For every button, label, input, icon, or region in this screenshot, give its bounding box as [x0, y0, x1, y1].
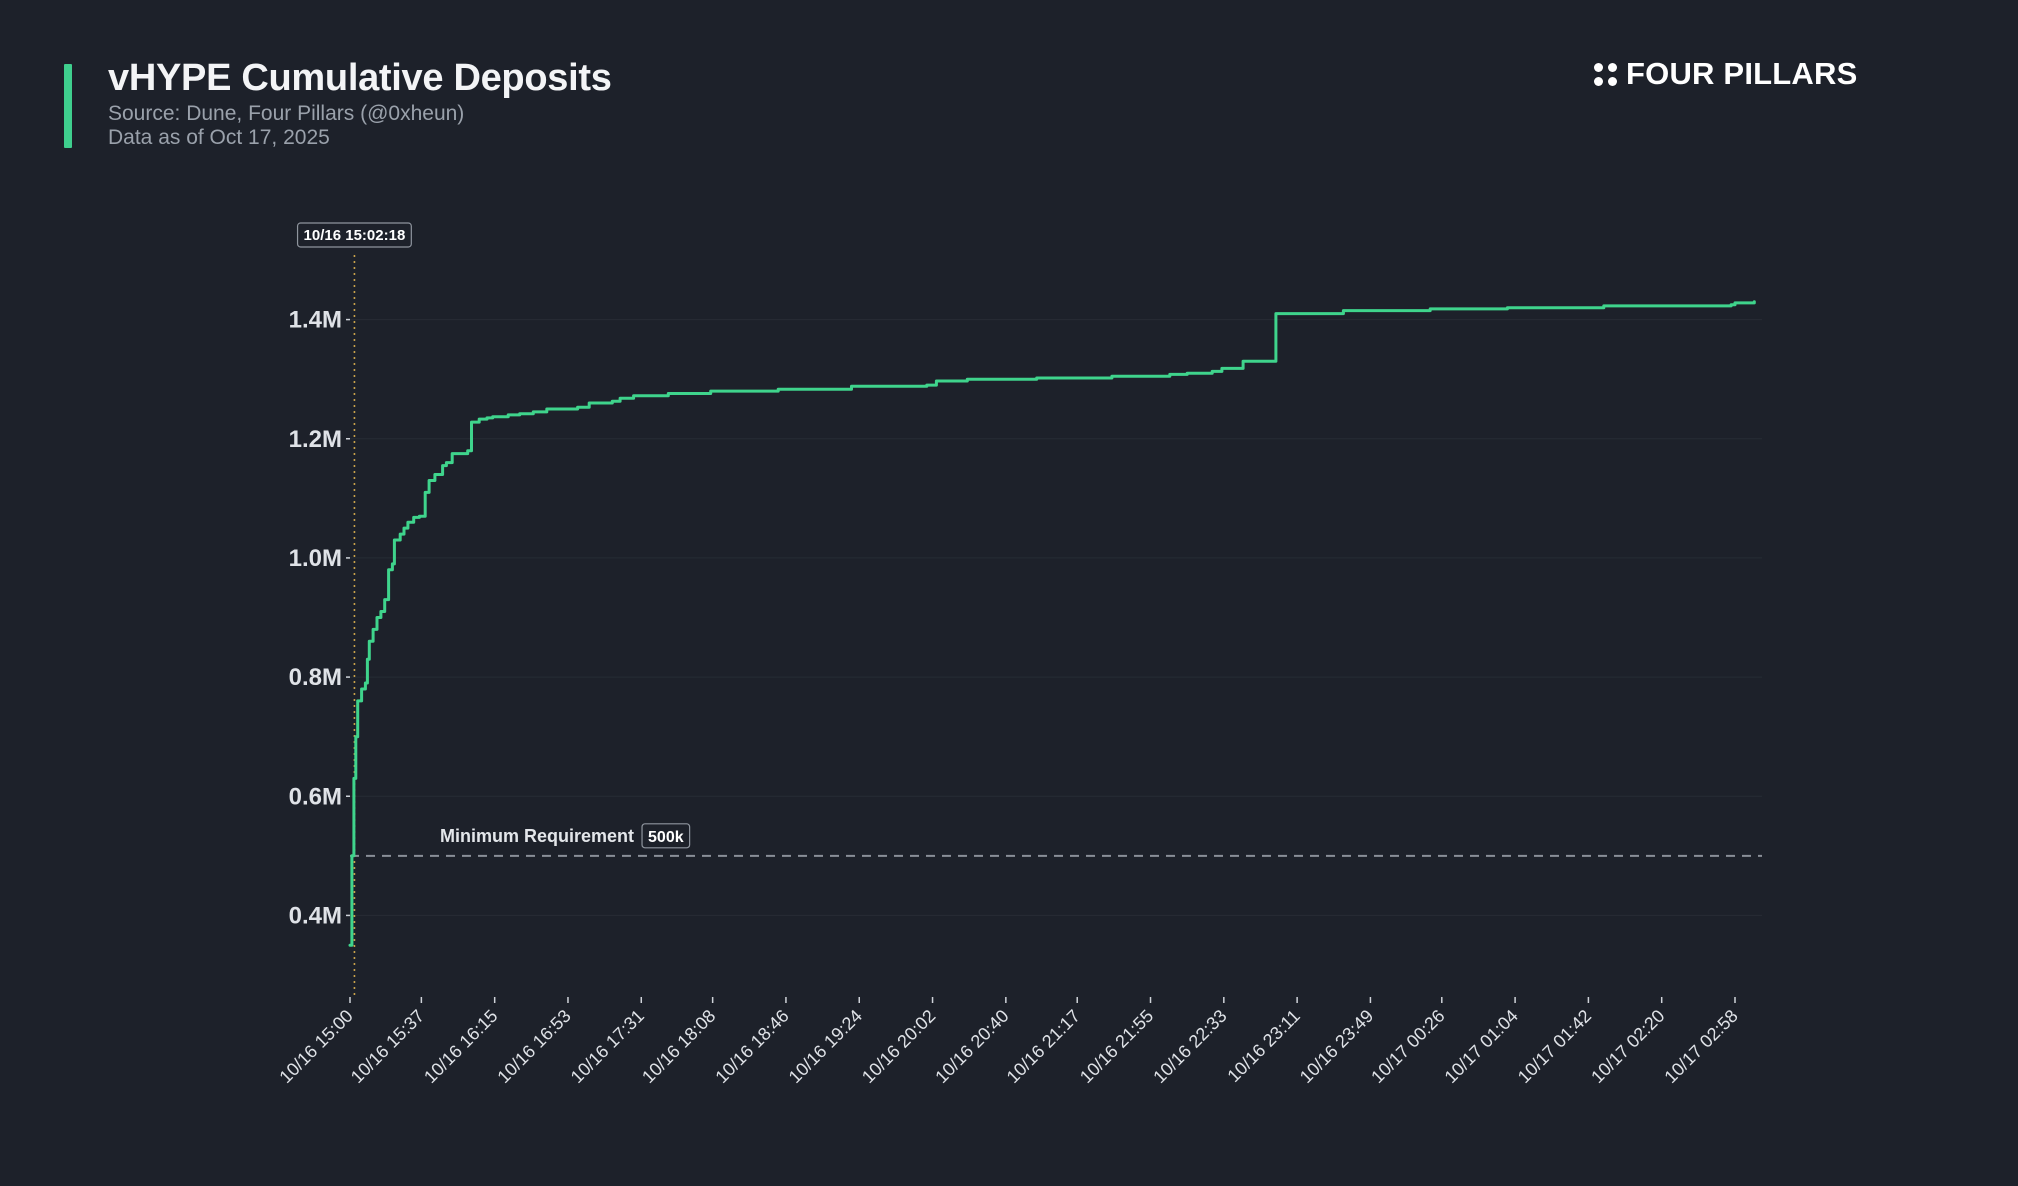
y-tick-label: 1.4M — [289, 307, 342, 334]
y-tick-label: 0.8M — [289, 664, 342, 691]
x-tick-label: 10/17 02:58 — [1660, 1006, 1741, 1087]
brand-logo: FOUR PILLARS — [1594, 56, 1857, 92]
cumulative-deposits-line — [348, 300, 1756, 947]
chart-title: vHYPE Cumulative Deposits — [108, 57, 612, 99]
y-tick-label: 0.4M — [289, 902, 342, 929]
x-tick-label: 10/16 20:02 — [858, 1006, 939, 1087]
x-tick-label: 10/16 20:40 — [931, 1006, 1012, 1087]
x-tick-label: 10/16 23:11 — [1224, 1006, 1304, 1086]
accent-bar — [64, 64, 72, 148]
x-tick-label: 10/16 18:46 — [711, 1006, 792, 1087]
y-tick-label: 1.0M — [289, 545, 342, 572]
x-tick-label: 10/16 15:37 — [347, 1006, 428, 1087]
x-tick-label: 10/17 01:04 — [1441, 1006, 1522, 1087]
minimum-requirement-badge — [641, 823, 691, 849]
x-tick-label: 10/16 15:00 — [275, 1006, 356, 1087]
y-tick-label: 0.6M — [289, 783, 342, 810]
x-tick-label: 10/16 23:49 — [1296, 1006, 1377, 1087]
x-tick-label: 10/16 22:33 — [1149, 1006, 1230, 1087]
grid-layer — [350, 319, 1762, 916]
source-text: Source: Dune, Four Pillars (@0xheun) — [108, 102, 465, 125]
brand-name: FOUR PILLARS — [1626, 56, 1858, 91]
x-tick-label: 10/16 18:08 — [638, 1006, 719, 1087]
y-axis: 0.4M 0.6M 0.8M 1.0M 1.2M 1.4M — [289, 307, 350, 929]
four-dots-icon — [1594, 62, 1617, 86]
x-tick-label: 10/17 00:26 — [1367, 1006, 1448, 1087]
x-tick-label: 10/16 16:15 — [420, 1006, 501, 1087]
chart-header: vHYPE Cumulative Deposits Source: Dune, … — [108, 54, 612, 150]
x-tick-label: 10/16 21:55 — [1076, 1006, 1157, 1087]
x-tick-label: 10/17 02:20 — [1587, 1006, 1668, 1087]
minimum-requirement-label: Minimum Requirement — [440, 826, 634, 846]
x-tick-label: 10/16 17:31 — [567, 1006, 648, 1087]
start-marker-badge — [296, 222, 412, 248]
minimum-requirement-badge-text: 500k — [648, 829, 684, 846]
x-tick-label: 10/16 21:17 — [1003, 1006, 1084, 1087]
start-marker-label: 10/16 15:02:18 — [304, 227, 406, 244]
threshold-layer: Minimum Requirement 500k — [350, 823, 1762, 857]
y-tick-label: 1.2M — [289, 426, 342, 453]
x-tick-label: 10/16 19:24 — [785, 1006, 866, 1087]
line-layer — [348, 300, 1756, 947]
x-tick-label: 10/16 16:53 — [493, 1006, 574, 1087]
marker-layer: 10/16 15:02:18 — [296, 222, 412, 995]
x-tick-label: 10/17 01:42 — [1514, 1006, 1595, 1087]
as-of-date: Data as of Oct 17, 2025 — [108, 126, 330, 149]
